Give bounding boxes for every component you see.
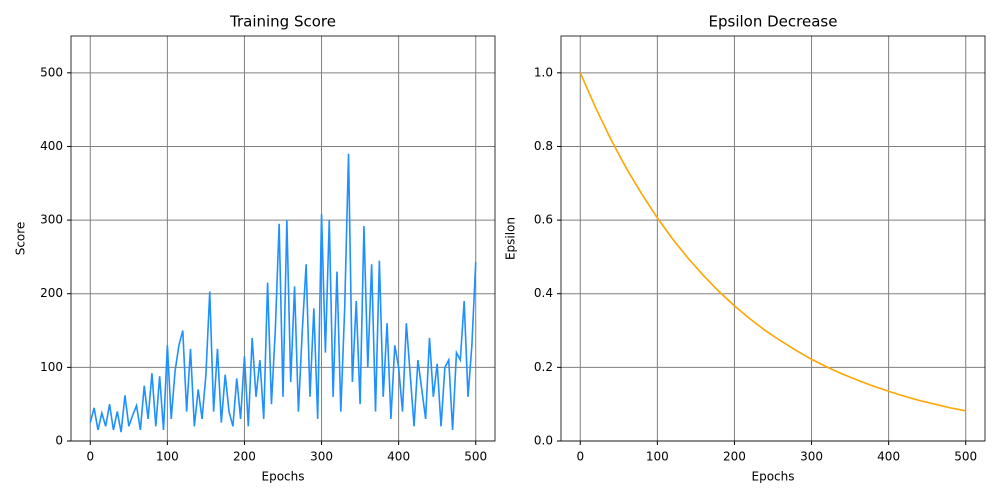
x-tick-label: 500 <box>954 450 977 464</box>
x-tick-label: 0 <box>86 450 94 464</box>
x-tick-label: 0 <box>576 450 584 464</box>
chart-title: Epsilon Decrease <box>709 13 838 31</box>
y-tick-label: 500 <box>40 65 63 79</box>
x-axis-label: Epochs <box>752 470 795 484</box>
data-line <box>579 72 966 412</box>
x-tick-label: 200 <box>723 450 746 464</box>
y-tick-label: 1.0 <box>534 65 553 79</box>
x-tick-label: 100 <box>156 450 179 464</box>
y-tick-label: 0.2 <box>534 360 553 374</box>
x-tick-label: 400 <box>877 450 900 464</box>
y-tick-label: 0.8 <box>534 139 553 153</box>
y-axis-label: Epsilon <box>504 217 518 260</box>
y-tick-label: 100 <box>40 360 63 374</box>
y-tick-label: 400 <box>40 139 63 153</box>
x-axis-label: Epochs <box>262 470 305 484</box>
y-tick-label: 0.0 <box>534 434 553 448</box>
y-tick-label: 300 <box>40 213 63 227</box>
y-axis-label: Score <box>14 222 28 256</box>
y-tick-label: 0.6 <box>534 213 553 227</box>
chart-title: Training Score <box>229 13 336 31</box>
x-tick-label: 400 <box>387 450 410 464</box>
data-line <box>89 153 477 433</box>
plot-frame <box>560 35 986 442</box>
x-tick-label: 500 <box>464 450 487 464</box>
y-tick-label: 200 <box>40 286 63 300</box>
x-tick-label: 200 <box>233 450 256 464</box>
x-tick-label: 300 <box>310 450 333 464</box>
plot-frame <box>70 35 496 442</box>
y-tick-label: 0 <box>55 434 63 448</box>
y-tick-label: 0.4 <box>534 286 553 300</box>
x-tick-label: 100 <box>646 450 669 464</box>
x-tick-label: 300 <box>800 450 823 464</box>
